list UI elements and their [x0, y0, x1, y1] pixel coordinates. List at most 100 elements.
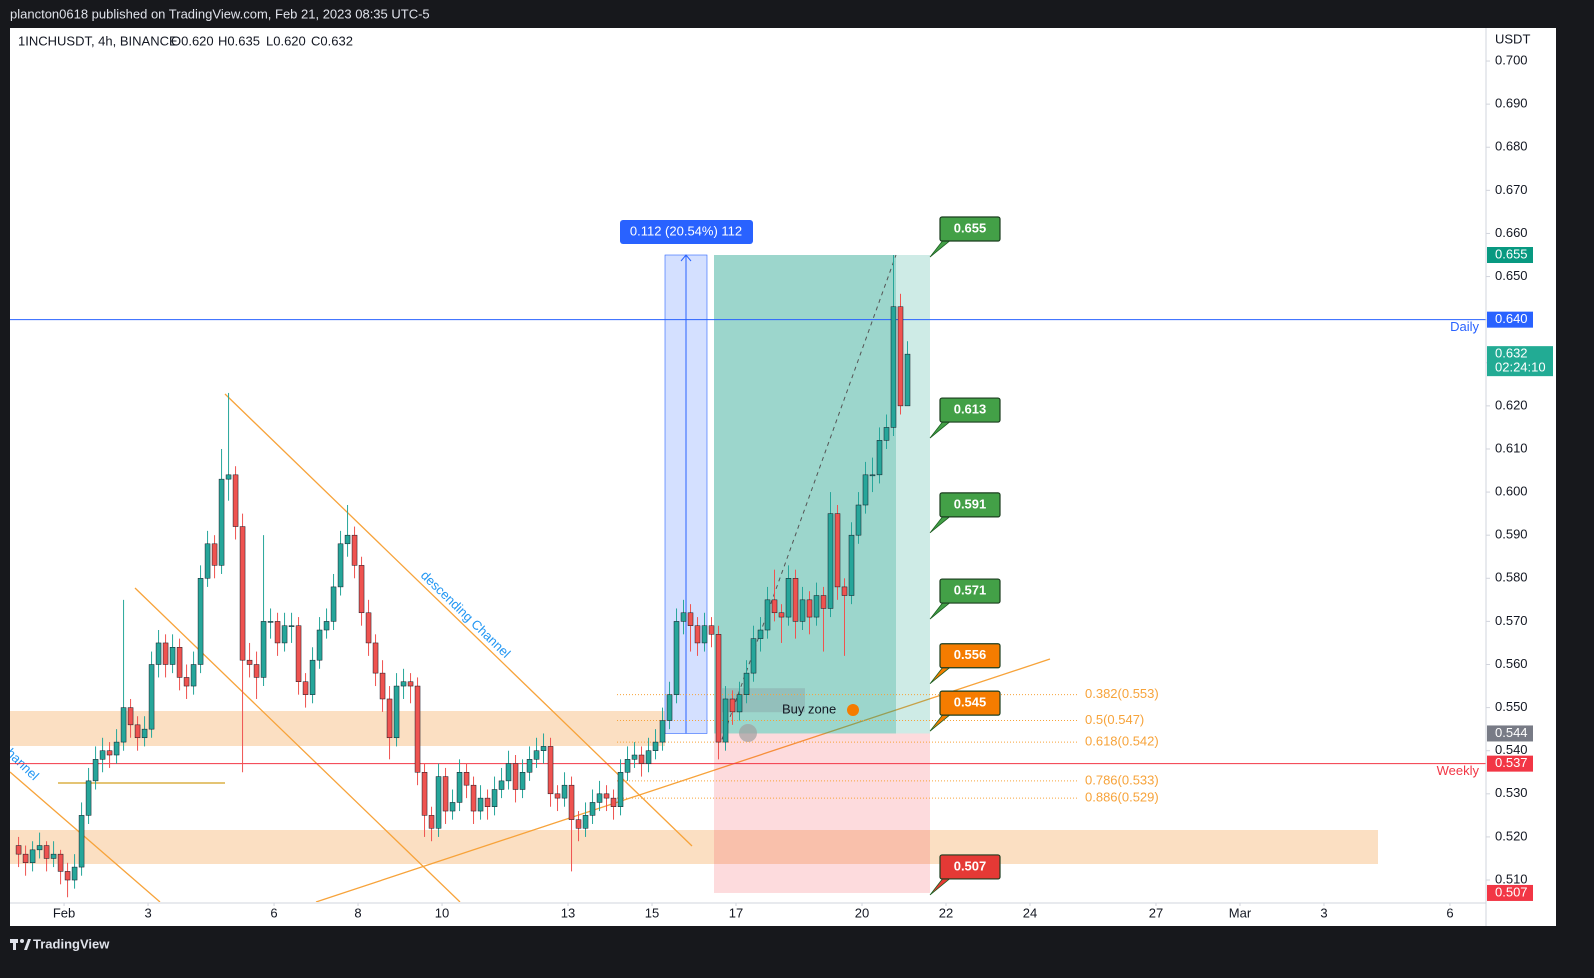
buy-zone-label: Buy zone	[782, 701, 836, 716]
x-tick-label: 27	[1149, 905, 1163, 920]
symbol: 1INCHUSDT, 4h, BINANCE	[18, 33, 178, 48]
ohlc: C0.632	[311, 33, 353, 48]
candle-body	[624, 759, 631, 773]
header: plancton0618 published on TradingView.co…	[10, 6, 430, 21]
candle-body	[743, 672, 750, 695]
candle-body	[596, 793, 603, 803]
measure-arrowhead	[680, 254, 692, 262]
candle-body	[134, 724, 141, 739]
candle-body	[750, 638, 757, 674]
candle-body	[582, 815, 589, 829]
y-tick-label: 0.660	[1495, 225, 1528, 240]
callout-box	[939, 397, 1001, 423]
candle-body	[169, 647, 176, 665]
price-tag-label: 0.537	[1495, 755, 1528, 770]
candle-body	[498, 780, 505, 790]
x-tick-label: 6	[1446, 905, 1453, 920]
trade-path	[721, 254, 897, 740]
x-tick-label: 20	[855, 905, 869, 920]
candle-body	[820, 595, 827, 609]
candle-body	[841, 586, 848, 596]
candle-body	[211, 543, 218, 566]
candle-body	[603, 793, 610, 799]
y-tick-label: 0.650	[1495, 268, 1528, 283]
candle-body	[862, 474, 869, 506]
x-tick-label: 10	[435, 905, 449, 920]
candle-body	[827, 513, 834, 609]
y-tick-label: 0.570	[1495, 613, 1528, 628]
callout-box	[939, 492, 1001, 518]
candle-body	[855, 504, 862, 536]
candle-body	[729, 698, 736, 713]
callout-label: 0.545	[954, 695, 987, 710]
candle-body	[505, 763, 512, 782]
candle-body	[428, 815, 435, 829]
candle-body	[589, 802, 596, 816]
candle-body	[491, 789, 498, 807]
y-tick-label: 0.580	[1495, 570, 1528, 585]
candle-body	[274, 621, 281, 644]
candle-body	[246, 659, 253, 665]
zone	[10, 830, 1378, 864]
price-tag-label: 0.507	[1495, 884, 1528, 899]
candle-body	[50, 853, 57, 859]
candle-body	[708, 625, 715, 635]
candle-body	[554, 793, 561, 799]
candle-body	[435, 776, 442, 829]
callout-label: 0.556	[954, 647, 987, 662]
candle-body	[484, 797, 491, 807]
candle-body	[757, 629, 764, 639]
candle-body	[99, 750, 106, 760]
candle-body	[92, 759, 99, 782]
x-tick-label: 3	[144, 905, 151, 920]
currency: USDT	[1495, 31, 1530, 46]
footer: TradingView	[33, 936, 110, 951]
candle-body	[400, 681, 407, 687]
x-tick-label: 22	[939, 905, 953, 920]
candle-body	[351, 534, 358, 566]
x-tick-label: 13	[561, 905, 575, 920]
candle-body	[561, 784, 568, 799]
price-tag-label: 0.632	[1495, 346, 1528, 361]
candle-body	[386, 698, 393, 739]
callout-box	[939, 578, 1001, 604]
candle-body	[106, 750, 113, 756]
callout-label: 0.571	[954, 583, 987, 598]
candle-body	[190, 664, 197, 687]
candle-body	[659, 720, 666, 743]
x-tick-label: 3	[1320, 905, 1327, 920]
candle-body	[183, 677, 190, 687]
y-tick-label: 0.530	[1495, 785, 1528, 800]
chart-area	[10, 28, 1556, 926]
price-tag-label: 0.655	[1495, 246, 1528, 261]
y-tick-label: 0.690	[1495, 96, 1528, 111]
candle-body	[421, 772, 428, 816]
countdown: 02:24:10	[1495, 360, 1546, 375]
candle-body	[64, 871, 71, 881]
candle-body	[22, 853, 29, 864]
candle-body	[204, 543, 211, 579]
zone	[10, 711, 665, 746]
candle-body	[526, 759, 533, 773]
callout-box	[939, 854, 1001, 880]
candle-body	[715, 634, 722, 743]
candle-body	[694, 625, 701, 644]
fib-label: 0.618(0.542)	[1085, 734, 1159, 749]
x-tick-label: 6	[270, 905, 277, 920]
y-tick-label: 0.670	[1495, 182, 1528, 197]
marker	[739, 724, 757, 742]
candle-body	[141, 728, 148, 739]
price-tag	[1487, 755, 1533, 772]
target-progress	[714, 255, 896, 734]
y-tick-label: 0.700	[1495, 52, 1528, 67]
candle-body	[638, 754, 645, 764]
candle-body	[470, 784, 477, 812]
candle-body	[85, 780, 92, 816]
candle-body	[225, 474, 232, 480]
logo	[10, 939, 31, 950]
candle-body	[372, 642, 379, 674]
candle-body	[652, 741, 659, 751]
candle-body	[792, 578, 799, 622]
y-tick-label: 0.590	[1495, 527, 1528, 542]
callout-label: 0.613	[954, 401, 987, 416]
